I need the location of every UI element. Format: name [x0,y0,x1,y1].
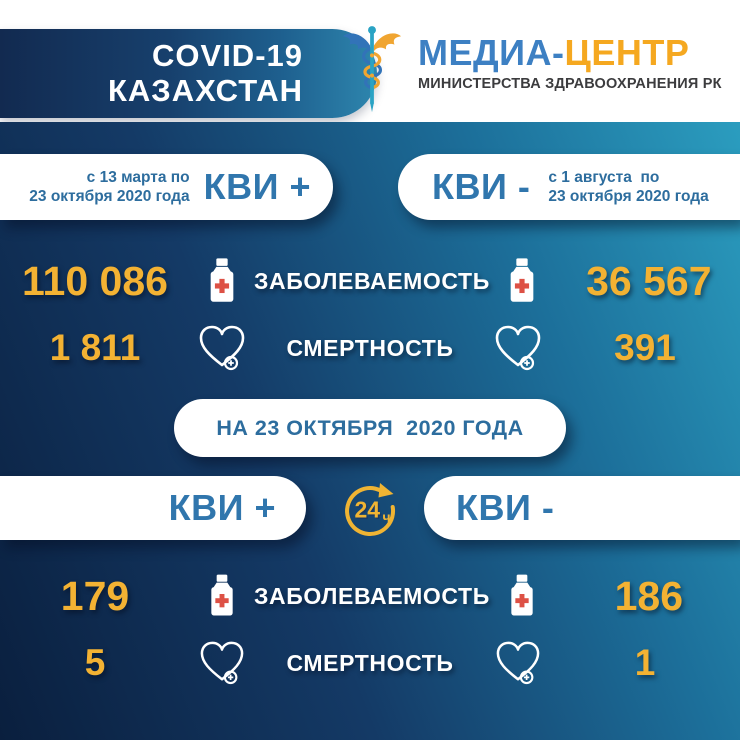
cumulative-deaths-row: 1 811 СМЕРТНОСТЬ 391 [0,320,740,376]
brand-title: МЕДИА-ЦЕНТР [418,32,722,74]
heart-icon [200,641,244,685]
cases-label: ЗАБОЛЕВАЕМОСТЬ [254,582,490,609]
brand-title-blue: МЕДИА- [418,32,565,73]
medicine-bottle-icon [210,258,234,302]
kvi-plus-label: КВИ + [168,487,276,528]
kvi-plus-label: КВИ + [203,166,311,207]
medicine-bottle-icon [511,574,533,616]
period-kvi-plus: с 13 марта по 23 октября 2020 года [29,168,189,207]
badge-kvi-minus-daily: КВИ - [424,476,740,540]
svg-text:24: 24 [355,497,381,523]
badge-kvi-minus-cumulative: КВИ - с 1 августа по 23 октября 2020 год… [398,154,740,220]
kvi-minus-deaths-daily: 1 [634,642,656,683]
medicine-bottle-icon [211,574,233,616]
daily-cases-row: 179 ЗАБОЛЕВАЕМОСТЬ 186 [0,562,740,630]
kvi-plus-cases-total: 110 086 [22,257,168,304]
title-ribbon: COVID-19 КАЗАХСТАН [0,29,377,118]
kvi-minus-deaths-total: 391 [614,327,676,368]
kvi-minus-cases-daily: 186 [614,572,684,619]
period-line: 23 октября 2020 года [29,188,190,205]
cases-label: ЗАБОЛЕВАЕМОСТЬ [254,267,490,294]
24h-clock-icon: 24 24 ч [339,478,401,540]
header: COVID-19 КАЗАХСТАН МЕДИА-ЦЕНТР МИНИСТЕРС… [0,0,740,122]
period-line: 23 октября 2020 года [548,188,709,205]
kvi-plus-deaths-daily: 5 [84,642,106,683]
cumulative-cases-row: 110 086 ЗАБОЛЕВАЕМОСТЬ 36 567 [0,246,740,316]
heart-icon [495,325,541,371]
date-banner-text: НА 23 ОКТЯБРЯ 2020 ГОДА [216,415,524,440]
title-line1: COVID-19 [152,37,303,73]
caduceus-icon [342,26,402,113]
brand-subtitle: МИНИСТЕРСТВА ЗДРАВООХРАНЕНИЯ РК [418,76,722,92]
badge-kvi-plus-daily: КВИ + [0,476,306,540]
badge-kvi-plus-cumulative: с 13 марта по 23 октября 2020 года КВИ + [0,154,333,220]
kvi-plus-cases-daily: 179 [60,572,130,619]
heart-icon [199,325,245,371]
period-kvi-minus: с 1 августа по 23 октября 2020 года [548,168,708,207]
daily-deaths-row: 5 СМЕРТНОСТЬ 1 [0,634,740,692]
kvi-minus-cases-total: 36 567 [586,257,712,304]
svg-text:ч: ч [383,509,391,525]
heart-icon [496,641,540,685]
period-line: с 13 марта по [86,168,190,186]
deaths-label: СМЕРТНОСТЬ [286,649,454,676]
title-line2: КАЗАХСТАН [108,72,303,108]
kvi-minus-label: КВИ - [432,166,531,207]
deaths-label: СМЕРТНОСТЬ [286,334,454,361]
kvi-minus-label: КВИ - [456,487,555,528]
brand-text: МЕДИА-ЦЕНТР МИНИСТЕРСТВА ЗДРАВООХРАНЕНИЯ… [418,22,722,92]
main-card: с 13 марта по 23 октября 2020 года КВИ +… [0,122,740,740]
kvi-plus-deaths-total: 1 811 [49,327,141,368]
period-line: с 1 августа по [548,168,660,186]
date-banner: НА 23 ОКТЯБРЯ 2020 ГОДА [174,399,566,457]
brand-title-orange: ЦЕНТР [564,32,690,73]
brand-logo: МЕДИА-ЦЕНТР МИНИСТЕРСТВА ЗДРАВООХРАНЕНИЯ… [342,22,722,116]
medicine-bottle-icon [510,258,534,302]
svg-text:24: 24 [356,498,382,524]
